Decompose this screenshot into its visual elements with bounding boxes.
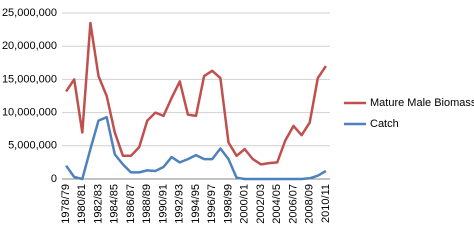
x-tick-label: 1982/83	[92, 184, 104, 224]
x-tick-label: 2002/03	[255, 184, 267, 224]
x-tick-label: 2008/09	[304, 184, 316, 224]
x-tick-label: 1998/99	[222, 184, 234, 224]
chart: 0 5,000,000 10,000,000 15,000,000 20,000,000…	[2, 7, 474, 224]
x-tick-label: 2004/05	[271, 184, 283, 224]
x-tick-label: 1988/89	[141, 184, 153, 224]
x-tick-label: 1990/91	[157, 184, 169, 224]
series-line	[65, 115, 327, 181]
y-tick-label: 10,000,000	[2, 107, 57, 119]
x-tick-label: 1986/87	[125, 184, 137, 224]
y-tick-label: 20,000,000	[2, 40, 57, 52]
x-tick-label: 1978/79	[60, 184, 72, 224]
y-tick-label: 0	[51, 173, 57, 185]
y-tick-label: 25,000,000	[2, 7, 57, 19]
legend-label: Catch	[370, 118, 399, 130]
x-tick-label: 1994/95	[190, 184, 202, 224]
x-tick-label: 2010/11	[320, 184, 332, 223]
x-tick-label: 2000/01	[239, 184, 251, 224]
legend-label: Mature Male Biomass	[370, 97, 474, 109]
x-tick-label: 2006/07	[287, 184, 299, 224]
series-line	[65, 21, 327, 166]
y-tick-label: 15,000,000	[2, 73, 57, 85]
y-tick-label: 5,000,000	[8, 140, 57, 152]
x-tick-label: 1980/81	[76, 184, 88, 224]
x-tick-label: 1984/85	[109, 184, 121, 224]
x-tick-label: 1996/97	[206, 184, 218, 224]
x-tick-label: 1992/93	[174, 184, 186, 224]
